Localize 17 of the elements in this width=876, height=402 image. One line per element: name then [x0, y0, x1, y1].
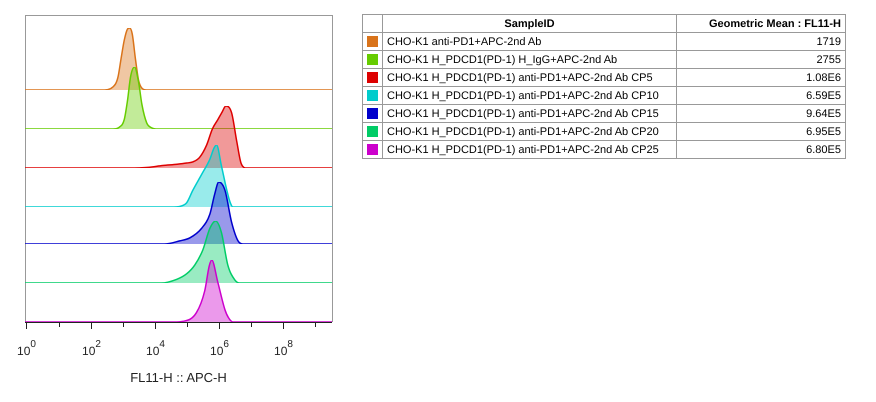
text: 6.80E5 [806, 144, 841, 156]
text: 2755 [816, 54, 841, 66]
text: 6.59E5 [806, 90, 841, 102]
x-axis-title: FL11-H :: APC-H [130, 370, 227, 385]
category-label: CHO-K1 H_PDCD1(PD-1) anti-PD1+APC-2nd Ab CP15 [382, 104, 676, 122]
text: 9.64E5 [806, 108, 841, 120]
text: 6.95E5 [806, 126, 841, 138]
text: Geometric Mean : FL11-H [676, 14, 846, 32]
category-label: CHO-K1 H_PDCD1(PD-1) anti-PD1+APC-2nd Ab CP20 [382, 122, 676, 140]
category-label: CHO-K1 H_PDCD1(PD-1) anti-PD1+APC-2nd Ab CP25 [382, 140, 676, 158]
text: 1719 [816, 36, 841, 48]
category-label: CHO-K1 H_PDCD1(PD-1) anti-PD1+APC-2nd Ab CP5 [382, 68, 676, 86]
category-label: CHO-K1 anti-PD1+APC-2nd Ab [382, 32, 676, 50]
text: SampleID [382, 14, 676, 32]
text: 1.08E6 [806, 72, 841, 84]
category-label: CHO-K1 H_PDCD1(PD-1) anti-PD1+APC-2nd Ab CP10 [382, 86, 676, 104]
category-label: CHO-K1 H_PDCD1(PD-1) H_IgG+APC-2nd Ab [382, 50, 676, 68]
